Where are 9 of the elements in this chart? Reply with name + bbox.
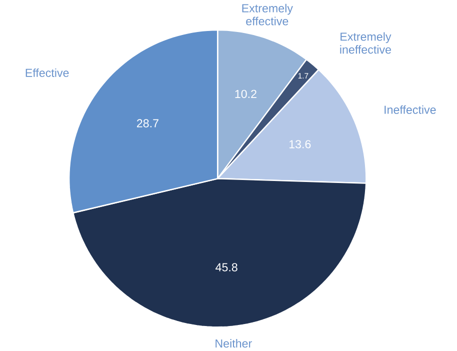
data-label: 13.6 — [289, 140, 311, 148]
data-label: 28.7 — [136, 118, 158, 128]
slice-label: Neither — [216, 338, 252, 348]
data-label: 10.2 — [235, 90, 256, 98]
slice-label: Effective — [26, 68, 69, 77]
slice-label: Extremely effective — [242, 4, 293, 26]
data-label: 45.8 — [216, 262, 238, 272]
slice-label: Ineffective — [384, 105, 436, 114]
slice-label: Extremely ineffective — [340, 32, 392, 54]
